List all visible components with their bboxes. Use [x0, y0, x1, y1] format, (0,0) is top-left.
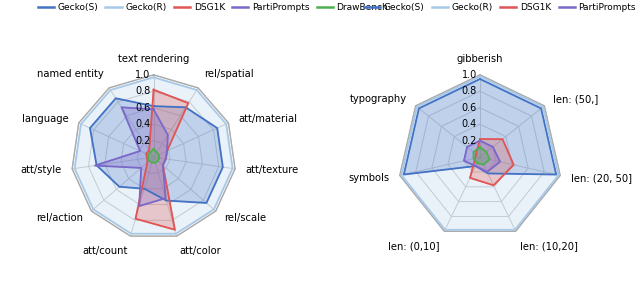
- Text: named entity: named entity: [36, 69, 103, 79]
- Polygon shape: [95, 107, 168, 206]
- Text: 0.4: 0.4: [135, 119, 150, 129]
- Text: att/style: att/style: [20, 165, 61, 175]
- Text: len: (10,20]: len: (10,20]: [520, 241, 578, 251]
- Text: rel/scale: rel/scale: [224, 213, 266, 223]
- Text: 0.2: 0.2: [461, 136, 477, 146]
- Text: rel/action: rel/action: [36, 213, 83, 223]
- Polygon shape: [464, 141, 500, 172]
- Text: att/color: att/color: [180, 246, 221, 256]
- Text: typography: typography: [350, 94, 407, 104]
- Text: att/material: att/material: [238, 113, 297, 123]
- Text: att/texture: att/texture: [246, 165, 299, 175]
- Text: len: (0,10]: len: (0,10]: [388, 241, 440, 251]
- Text: language: language: [22, 113, 69, 123]
- Polygon shape: [148, 149, 159, 163]
- Text: gibberish: gibberish: [457, 54, 503, 64]
- Text: symbols: symbols: [348, 173, 389, 183]
- Polygon shape: [474, 147, 490, 164]
- Polygon shape: [90, 98, 223, 203]
- Text: rel/spatial: rel/spatial: [204, 69, 253, 79]
- Text: 0.2: 0.2: [135, 136, 150, 146]
- Text: 1.0: 1.0: [135, 70, 150, 80]
- Text: 1.0: 1.0: [461, 70, 477, 80]
- Legend: Gecko(S), Gecko(R), DSG1K, PartiPrompts, DrawBench: Gecko(S), Gecko(R), DSG1K, PartiPrompts,…: [34, 0, 392, 16]
- Text: 0.8: 0.8: [461, 86, 477, 96]
- Text: len: (50,]: len: (50,]: [553, 94, 598, 104]
- Text: text rendering: text rendering: [118, 54, 189, 64]
- Polygon shape: [404, 79, 556, 175]
- Polygon shape: [75, 77, 232, 234]
- Polygon shape: [136, 90, 188, 230]
- Polygon shape: [470, 139, 514, 185]
- Text: 0.6: 0.6: [135, 103, 150, 113]
- Polygon shape: [401, 77, 559, 230]
- Text: 0.4: 0.4: [461, 119, 477, 129]
- Text: 0.8: 0.8: [135, 86, 150, 96]
- Legend: Gecko(S), Gecko(R), DSG1K, PartiPrompts, DrawBench: Gecko(S), Gecko(R), DSG1K, PartiPrompts,…: [360, 0, 640, 16]
- Text: att/count: att/count: [82, 246, 127, 256]
- Text: 0.6: 0.6: [461, 103, 477, 113]
- Text: len: (20, 50]: len: (20, 50]: [571, 173, 632, 183]
